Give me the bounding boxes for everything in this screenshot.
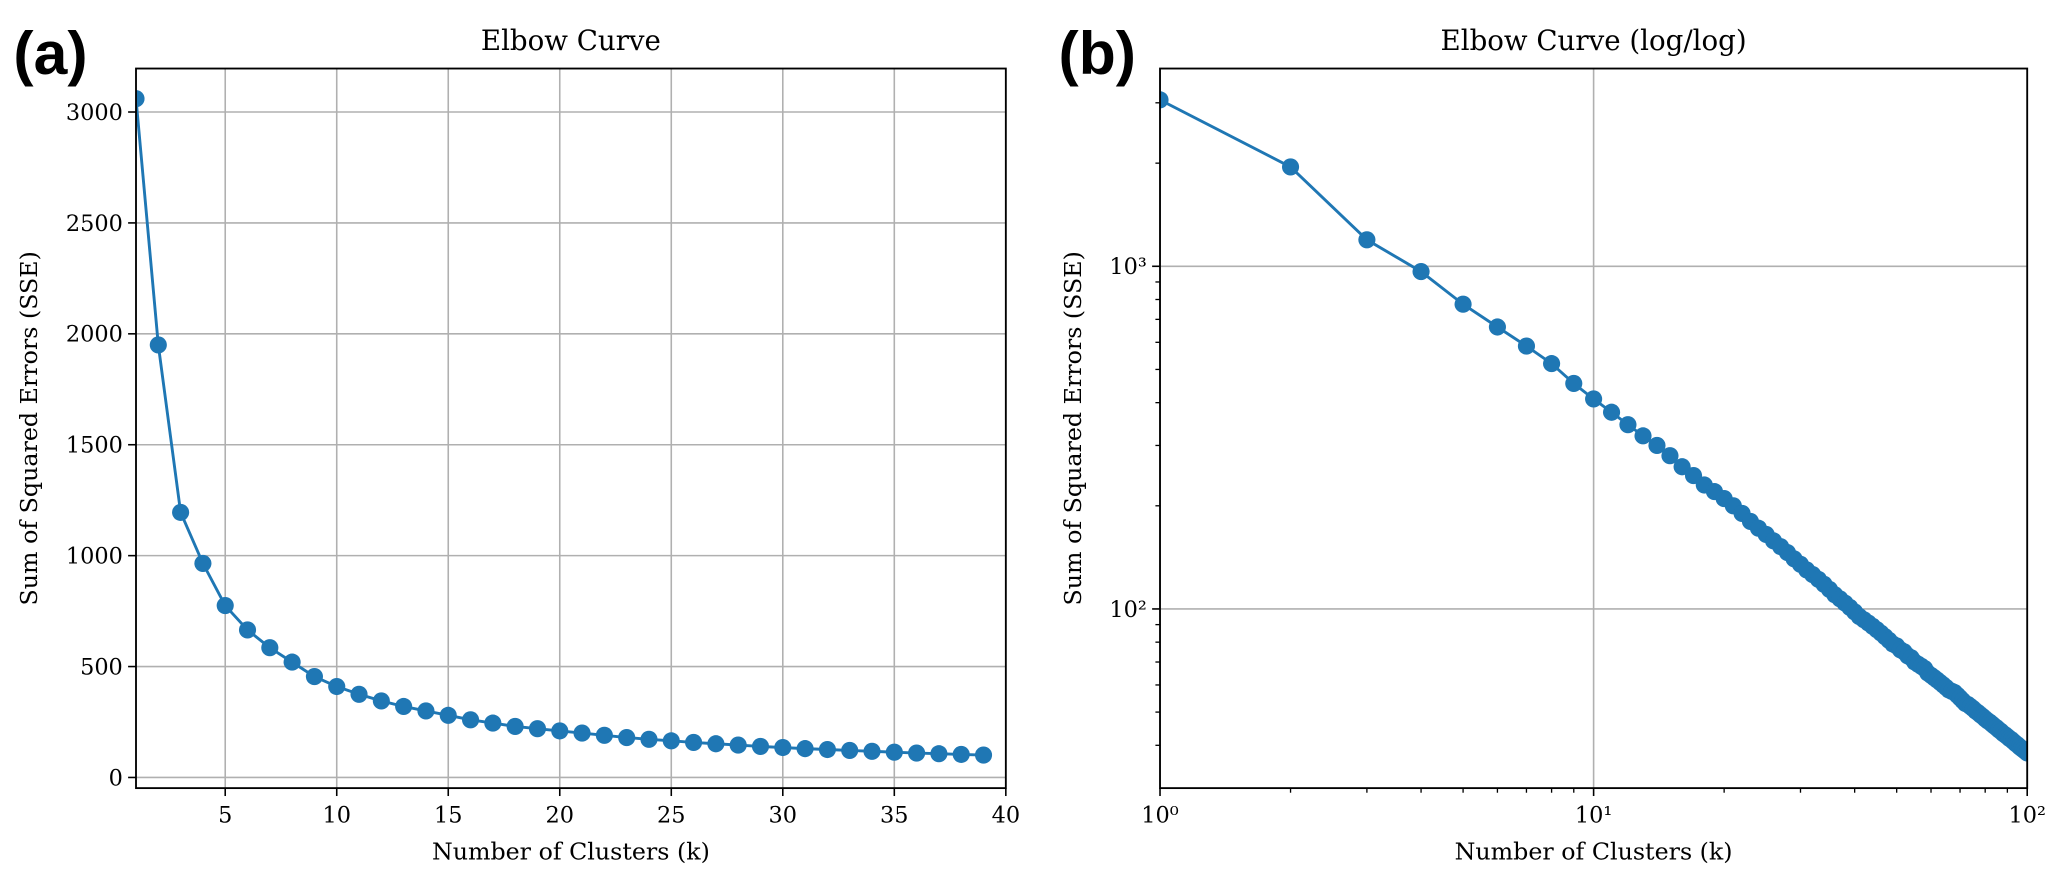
data-point — [261, 639, 279, 657]
data-point — [417, 702, 435, 720]
x-axis-label: Number of Clusters (k) — [1455, 837, 1733, 865]
data-point — [930, 745, 948, 763]
data-point — [952, 745, 970, 763]
x-tick-label: 10² — [2008, 802, 2045, 828]
y-tick-label: 10³ — [1109, 254, 1146, 280]
data-point — [136, 90, 145, 108]
data-point — [1517, 337, 1536, 355]
x-tick-label: 20 — [546, 802, 575, 828]
y-tick-label: 1500 — [66, 433, 123, 459]
y-tick-label: 2500 — [66, 211, 123, 237]
data-point — [818, 740, 836, 759]
data-point — [1358, 231, 1376, 249]
data-point — [1488, 318, 1506, 336]
data-point — [1565, 374, 1583, 393]
data-point — [328, 677, 346, 696]
data-point — [1412, 263, 1430, 281]
data-point — [283, 653, 301, 671]
data-point — [685, 733, 703, 751]
data-point — [1281, 158, 1300, 176]
x-axis-label: Number of Clusters (k) — [432, 837, 710, 865]
x-tick-label: 35 — [880, 802, 909, 828]
data-point — [1585, 390, 1603, 408]
data-point — [194, 554, 212, 572]
data-point — [751, 737, 770, 755]
x-tick-label: 15 — [434, 802, 463, 828]
y-tick-label: 0 — [109, 765, 123, 791]
data-point — [1634, 427, 1652, 445]
data-point — [395, 697, 413, 716]
panel-label: (b) — [1059, 19, 1136, 87]
data-point — [439, 706, 457, 724]
data-point — [172, 503, 190, 521]
data-point — [908, 744, 926, 762]
data-point — [528, 720, 547, 738]
data-point — [707, 735, 725, 753]
data-point — [796, 740, 814, 758]
data-point — [974, 746, 993, 764]
plot-frame — [135, 67, 1007, 790]
y-tick-label: 500 — [80, 654, 123, 680]
data-point — [484, 714, 502, 732]
plot-frame — [1159, 67, 2029, 790]
data-point — [618, 728, 636, 747]
data-point — [1619, 416, 1637, 434]
x-tick-label: 25 — [657, 802, 686, 828]
y-axis-label: Sum of Squared Errors (SSE) — [15, 251, 43, 605]
data-point — [372, 692, 390, 710]
data-point — [506, 717, 524, 736]
data-point — [729, 736, 747, 754]
data-point — [238, 621, 257, 639]
chart-title: Elbow Curve — [481, 24, 661, 57]
data-point — [863, 742, 881, 760]
data-point — [1160, 91, 1169, 109]
data-point — [662, 732, 680, 750]
x-tick-label: 30 — [769, 802, 797, 828]
data-point — [1543, 355, 1561, 373]
data-point — [1454, 295, 1472, 313]
data-point — [841, 741, 859, 759]
y-tick-label: 2000 — [66, 322, 123, 348]
y-tick-label: 3000 — [66, 100, 123, 126]
y-tick-label: 1000 — [66, 544, 123, 570]
panel-label: (a) — [13, 19, 87, 87]
data-point — [149, 336, 167, 354]
x-tick-label: 40 — [992, 802, 1020, 828]
data-point — [305, 667, 323, 686]
x-tick-label: 10¹ — [1575, 802, 1612, 828]
data-point — [1648, 436, 1666, 455]
chart-title: Elbow Curve (log/log) — [1441, 24, 1747, 57]
data-point — [551, 722, 569, 740]
data-point — [350, 685, 368, 703]
x-tick-label: 10 — [322, 802, 351, 828]
data-point — [2018, 744, 2028, 762]
data-point — [640, 730, 658, 748]
x-tick-label: 5 — [218, 802, 232, 828]
y-tick-label: 10² — [1109, 597, 1146, 623]
data-point — [461, 711, 480, 729]
data-point — [1602, 403, 1621, 421]
data-point — [595, 726, 613, 744]
data-point — [1661, 447, 1679, 465]
x-tick-label: 10⁰ — [1141, 802, 1178, 828]
data-point — [216, 596, 234, 615]
data-point — [774, 738, 792, 757]
y-axis-label: Sum of Squared Errors (SSE) — [1059, 251, 1087, 605]
data-point — [573, 724, 591, 742]
data-point — [885, 743, 903, 761]
